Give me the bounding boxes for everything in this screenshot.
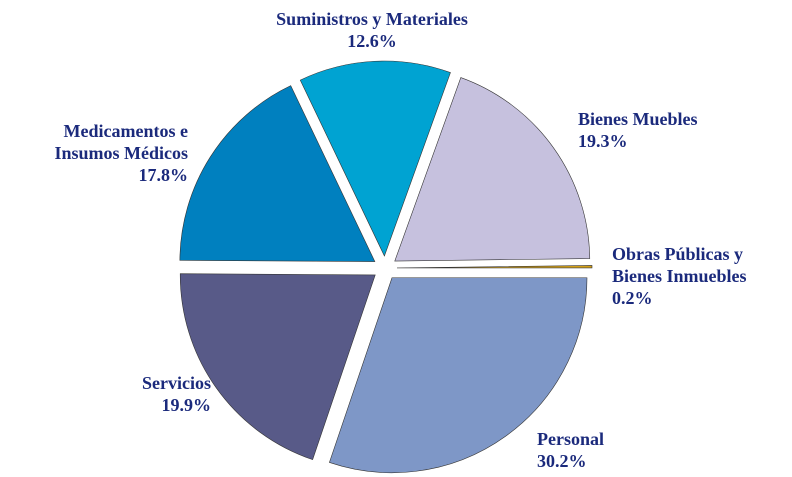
value-label: 12.6%: [347, 31, 397, 51]
value-label: 17.8%: [138, 165, 189, 185]
slice-label: Servicios 19.9%: [142, 372, 211, 416]
category-name: Obras Públicas y Bienes Inmuebles: [612, 244, 747, 286]
pie-slice: [299, 60, 451, 257]
value-label: 0.2%: [612, 288, 653, 308]
slice-label: Personal 30.2%: [537, 428, 604, 472]
value-label: 19.9%: [161, 395, 212, 415]
category-name: Medicamentos e Insumos Médicos: [54, 121, 188, 163]
slice-label: Medicamentos e Insumos Médicos 17.8%: [54, 120, 188, 186]
pie-slice: [394, 77, 591, 262]
category-name: Suministros y Materiales: [276, 9, 468, 29]
pie-slice: [179, 85, 376, 262]
category-name: Bienes Muebles: [578, 109, 698, 129]
slice-label: Bienes Muebles 19.3%: [578, 108, 698, 152]
slice-label: Obras Públicas y Bienes Inmuebles 0.2%: [612, 243, 747, 309]
value-label: 19.3%: [578, 131, 628, 151]
category-name: Personal: [537, 429, 604, 449]
pie-slice: [396, 265, 593, 269]
category-name: Servicios: [142, 373, 211, 393]
value-label: 30.2%: [537, 451, 587, 471]
pie-slice: [329, 277, 588, 473]
pie-slice: [179, 273, 376, 461]
slice-label: Suministros y Materiales 12.6%: [172, 8, 572, 52]
